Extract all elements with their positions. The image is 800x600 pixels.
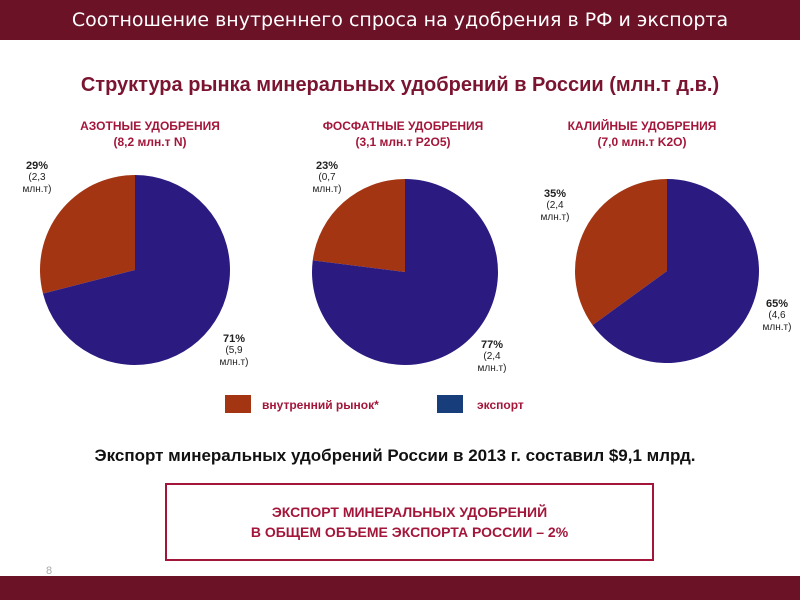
pie-slice-domestic: [312, 179, 405, 272]
label-nitrogen-domestic-pct: 29%: [25, 160, 49, 172]
label-potash-domestic: 35% (2,4 млн.т): [532, 188, 578, 224]
pie-slice-export: [312, 178, 499, 365]
chart-title-potash: КАЛИЙНЫЕ УДОБРЕНИЯ (7,0 млн.т K2O): [522, 118, 762, 150]
label-phosphate-domestic-amount: (0,7 млн.т): [312, 172, 342, 195]
info-box-line-1: ЭКСПОРТ МИНЕРАЛЬНЫХ УДОБРЕНИЙ: [271, 504, 548, 520]
footer-bar: [0, 576, 800, 600]
label-potash-export-amount: (4,6 млн.т): [762, 310, 792, 333]
legend-label-domestic: внутренний рынок*: [262, 398, 379, 412]
legend-label-export: экспорт: [477, 398, 524, 412]
chart-title-nitrogen: АЗОТНЫЕ УДОБРЕНИЯ (8,2 млн.т N): [30, 118, 270, 150]
label-nitrogen-export-amount: (5,9 млн.т): [219, 345, 249, 368]
label-nitrogen-export-pct: 71%: [222, 333, 246, 345]
legend-swatch-export: [437, 395, 463, 413]
pie-nitrogen: [40, 175, 231, 366]
label-nitrogen-export: 71% (5,9 млн.т): [210, 333, 258, 369]
pie-slice-export: [592, 179, 759, 363]
pie-slice-domestic: [40, 175, 135, 294]
chart-title-nitrogen-name: АЗОТНЫЕ УДОБРЕНИЯ: [80, 119, 220, 133]
header-bar: Соотношение внутреннего спроса на удобре…: [0, 0, 800, 40]
chart-title-phosphate-name: ФОСФАТНЫЕ УДОБРЕНИЯ: [322, 119, 484, 133]
info-box-line-2: В ОБЩЕМ ОБЪЕМЕ ЭКСПОРТА РОССИИ – 2%: [250, 524, 569, 540]
export-statement: Экспорт минеральных удобрений России в 2…: [94, 446, 696, 465]
pie-potash: [575, 179, 759, 363]
chart-title-nitrogen-subtitle: (8,2 млн.т N): [113, 135, 187, 149]
header-title: Соотношение внутреннего спроса на удобре…: [71, 9, 729, 31]
label-potash-domestic-amount: (2,4 млн.т): [540, 200, 570, 223]
pie-phosphate: [312, 178, 499, 365]
label-potash-export: 65% (4,6 млн.т): [754, 298, 800, 334]
label-potash-domestic-pct: 35%: [543, 188, 567, 200]
label-nitrogen-domestic-amount: (2,3 млн.т): [22, 172, 52, 195]
pie-slice-export: [42, 175, 231, 366]
page-number: 8: [46, 565, 53, 577]
label-nitrogen-domestic: 29% (2,3 млн.т): [14, 160, 60, 196]
label-phosphate-export-pct: 77%: [480, 339, 504, 351]
chart-title-phosphate: ФОСФАТНЫЕ УДОБРЕНИЯ (3,1 млн.т P2O5): [283, 118, 523, 150]
chart-title-phosphate-subtitle: (3,1 млн.т P2O5): [355, 135, 451, 149]
label-phosphate-domestic: 23% (0,7 млн.т): [304, 160, 350, 196]
legend-swatch-domestic: [225, 395, 251, 413]
chart-title-potash-name: КАЛИЙНЫЕ УДОБРЕНИЯ: [567, 119, 717, 133]
label-phosphate-export: 77% (2,4 млн.т): [468, 339, 516, 375]
label-potash-export-pct: 65%: [765, 298, 789, 310]
pie-slice-domestic: [575, 179, 667, 326]
main-title: Структура рынка минеральных удобрений в …: [80, 74, 720, 96]
label-phosphate-export-amount: (2,4 млн.т): [477, 351, 507, 374]
chart-title-potash-subtitle: (7,0 млн.т K2O): [597, 135, 687, 149]
info-box: ЭКСПОРТ МИНЕРАЛЬНЫХ УДОБРЕНИЙ В ОБЩЕМ ОБ…: [165, 483, 654, 561]
label-phosphate-domestic-pct: 23%: [315, 160, 339, 172]
